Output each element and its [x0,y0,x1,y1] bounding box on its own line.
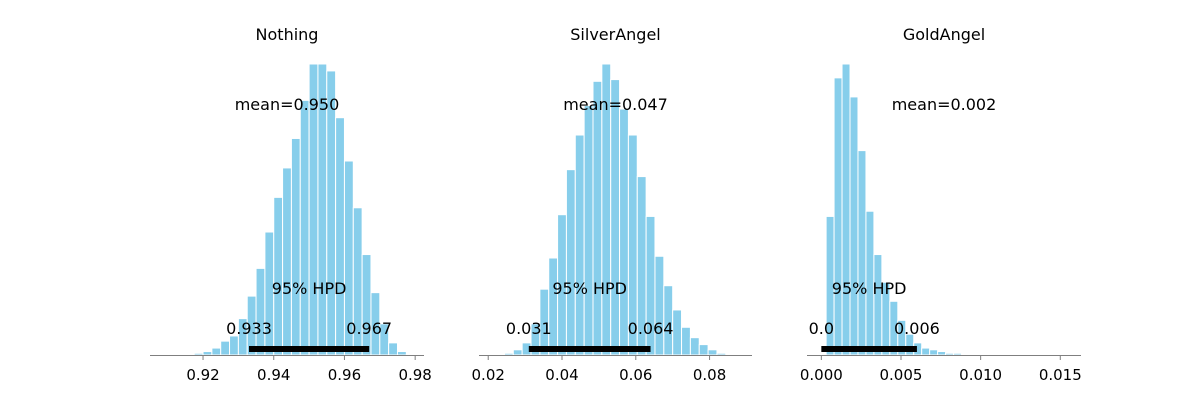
x-tick-label: 0.06 [619,366,652,384]
x-tick-label: 0.02 [472,366,505,384]
hpd-label: 95% HPD [832,279,907,298]
hist-bar [833,77,843,356]
x-tick-label: 0.98 [398,366,431,384]
hist-bar [361,254,372,356]
hist-bar [503,352,514,356]
hpd-low-label: 0.031 [506,319,552,338]
hist-bar [583,105,594,356]
x-tick-label: 0.010 [959,366,1002,384]
hist-bar [681,326,691,356]
x-tick-label: 0.08 [693,366,726,384]
hist-bar [202,351,213,356]
mean-label: mean=0.002 [892,95,997,114]
hpd-label: 95% HPD [552,279,627,298]
hist-bar [396,351,407,356]
panel-silverangel: 0.02 0.04 0.06 0.08 SilverAngel mean=0.047 95%… [472,25,752,384]
hist-bar [565,169,576,356]
hist-bar [193,352,204,356]
x-tick-label: 0.000 [800,366,843,384]
hist-bar [610,79,621,356]
x-tick-label: 0.005 [880,366,923,384]
panel-title: SilverAngel [570,25,660,44]
x-tick-label: 0.92 [186,366,219,384]
hist-bar [282,167,292,356]
hpd-high-label: 0.967 [346,319,392,338]
hist-bar [574,134,585,356]
hist-bar [921,347,931,356]
hist-bar [945,352,955,356]
hist-bar [857,150,867,356]
panel-nothing: 0.92 0.94 0.96 0.98 Nothing mean=0.950 95% HPD… [150,25,432,384]
x-tick-label: 0.015 [1039,366,1082,384]
x-tick-label: 0.96 [328,366,361,384]
hpd-low-label: 0.0 [809,319,834,338]
x-tick-label: 0.94 [257,366,290,384]
hist-bar [211,347,222,356]
panel-goldangel: 0.000 0.005 0.010 0.015 GoldAngel mean=0.002 9… [800,25,1082,384]
panel-title: Nothing [256,25,319,44]
hist-bar [299,99,310,356]
hist-bar [592,80,603,356]
hist-bar [937,351,947,356]
hist-bar [290,137,301,356]
hist-bar [255,267,266,356]
hist-bar [388,342,398,356]
hist-bar [229,335,239,356]
mean-label: mean=0.047 [563,95,668,114]
hist-bar [873,254,883,356]
hist-bar [220,340,231,356]
hist-bar [689,337,700,356]
hist-bar [707,349,718,356]
hist-bar [672,309,683,356]
hpd-high-label: 0.064 [628,319,674,338]
hist-bar [929,349,939,356]
x-tick-label: 0.04 [545,366,578,384]
mean-label: mean=0.950 [235,95,340,114]
hist-bar [716,352,727,356]
hist-bar [849,96,859,356]
panel-title: GoldAngel [903,25,985,44]
hist-bar [548,257,559,356]
hist-bar [512,349,523,356]
hpd-high-label: 0.006 [894,319,940,338]
hpd-label: 95% HPD [272,279,347,298]
hpd-low-label: 0.933 [226,319,272,338]
hist-bar [698,344,709,356]
hist-bar [841,63,851,356]
hist-bar [953,352,963,356]
hist-bar [273,196,284,356]
hist-bar [654,255,665,356]
hist-bar [335,117,345,356]
